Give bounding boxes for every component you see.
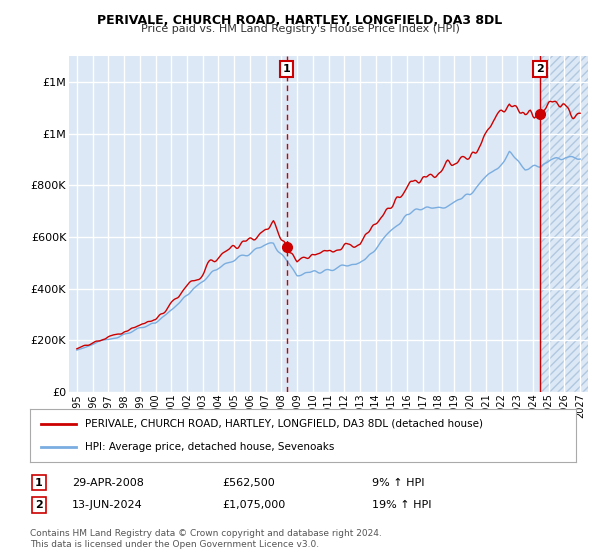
Text: £562,500: £562,500 <box>222 478 275 488</box>
Text: 13-JUN-2024: 13-JUN-2024 <box>72 500 143 510</box>
Text: 2: 2 <box>35 500 43 510</box>
Text: PERIVALE, CHURCH ROAD, HARTLEY, LONGFIELD, DA3 8DL: PERIVALE, CHURCH ROAD, HARTLEY, LONGFIEL… <box>97 14 503 27</box>
Text: Price paid vs. HM Land Registry's House Price Index (HPI): Price paid vs. HM Land Registry's House … <box>140 24 460 34</box>
Text: 1: 1 <box>283 64 290 74</box>
Text: Contains HM Land Registry data © Crown copyright and database right 2024.
This d: Contains HM Land Registry data © Crown c… <box>30 529 382 549</box>
Text: £1,075,000: £1,075,000 <box>222 500 285 510</box>
Text: 9% ↑ HPI: 9% ↑ HPI <box>372 478 425 488</box>
Text: HPI: Average price, detached house, Sevenoaks: HPI: Average price, detached house, Seve… <box>85 442 334 452</box>
Text: PERIVALE, CHURCH ROAD, HARTLEY, LONGFIELD, DA3 8DL (detached house): PERIVALE, CHURCH ROAD, HARTLEY, LONGFIEL… <box>85 419 482 429</box>
Bar <box>540 56 588 392</box>
Text: 29-APR-2008: 29-APR-2008 <box>72 478 144 488</box>
Text: 2: 2 <box>536 64 544 74</box>
Text: 19% ↑ HPI: 19% ↑ HPI <box>372 500 431 510</box>
Text: 1: 1 <box>35 478 43 488</box>
Bar <box>540 56 588 392</box>
